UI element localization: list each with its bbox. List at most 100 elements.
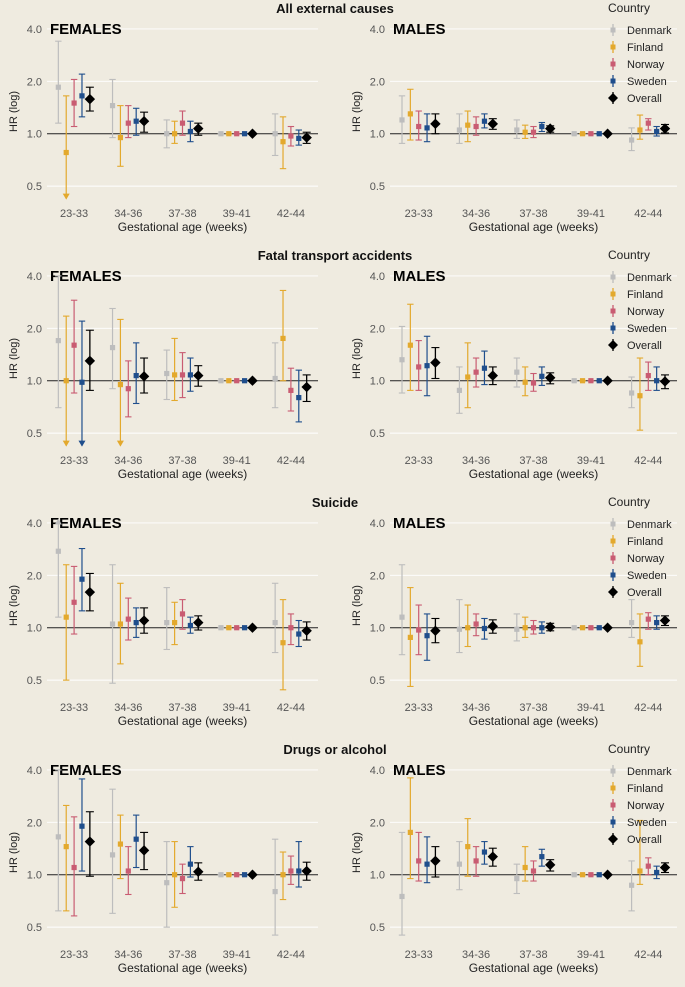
x-tick-label: 37-38 [519,455,547,467]
legend-key-diamond [608,834,618,844]
point-norway [473,123,479,130]
legend-label-overall: Overall [627,587,662,599]
point-finland [579,378,586,384]
point-overall [659,376,671,387]
x-axis-label: Gestational age (weeks) [118,220,247,234]
x-tick-label: 37-38 [168,949,196,961]
point-finland [637,868,643,874]
x-tick-label: 23-33 [60,949,88,961]
point-norway [125,616,131,622]
y-tick-label: 4.0 [27,24,42,36]
point-denmark [571,872,577,878]
point-norway [71,342,77,348]
point-overall [430,357,441,368]
point-finland [117,621,124,627]
point-norway [530,868,537,874]
point-sweden [296,631,302,637]
point-denmark [399,893,405,900]
legend-label-denmark: Denmark [627,272,672,284]
legend-label-finland: Finland [627,536,663,548]
y-tick-label: 0.5 [370,181,385,193]
point-finland [522,625,528,631]
legend-key-diamond [608,93,618,103]
y-tick-label: 0.5 [27,675,42,687]
panel-label: MALES [393,21,446,38]
point-sweden [79,379,85,385]
point-overall [544,621,556,633]
point-sweden [596,378,602,384]
panel-label: FEMALES [50,21,122,38]
point-denmark [164,880,170,886]
x-tick-label: 23-33 [60,455,88,467]
point-overall [193,123,204,134]
x-tick-label: 42-44 [277,702,305,714]
x-tick-label: 34-36 [462,208,490,220]
legend-label-overall: Overall [627,93,662,105]
point-finland [63,614,69,620]
legend-label-overall: Overall [627,340,662,352]
x-axis-label: Gestational age (weeks) [469,714,598,728]
legend-key-square [610,274,616,280]
point-norway [588,625,594,631]
point-finland [280,335,286,342]
x-tick-label: 42-44 [277,949,305,961]
point-overall [659,615,671,626]
point-sweden [296,135,302,141]
legend-key-square [610,521,616,527]
row-title: Fatal transport accidents [258,248,413,263]
row-title: Drugs or alcohol [283,742,386,757]
point-sweden [654,128,660,135]
legend-key-square [610,538,616,544]
point-sweden [539,373,545,379]
point-norway [125,120,131,126]
point-denmark [55,84,61,90]
legend-label-sweden: Sweden [627,570,667,582]
point-norway [530,380,537,386]
legend-title: Country [608,742,650,756]
y-axis-label: HR (log) [8,91,20,132]
point-finland [117,381,124,388]
point-norway [473,369,479,375]
y-tick-label: 4.0 [370,24,385,36]
y-tick-label: 1.0 [27,376,42,388]
point-norway [179,875,186,882]
legend-key-square [610,785,616,791]
point-norway [588,378,594,384]
y-tick-label: 1.0 [27,129,42,141]
point-norway [179,120,186,126]
point-overall [301,865,312,877]
point-overall [544,123,556,134]
point-overall [193,370,204,381]
point-norway [234,378,240,384]
y-axis-label: HR (log) [351,338,363,379]
y-axis-label: HR (log) [351,91,363,132]
x-tick-label: 23-33 [60,702,88,714]
point-norway [416,858,422,864]
point-finland [226,625,232,631]
point-denmark [571,378,577,384]
legend-label-norway: Norway [627,59,665,71]
legend-key-square [610,802,616,808]
point-sweden [187,622,193,629]
panel-males: 0.5 1.0 2.0 4.0 HR (log) MALES 23-33 34-36 37-38… [351,248,677,481]
point-sweden [654,620,660,626]
point-overall [430,625,441,637]
point-sweden [539,625,545,631]
point-norway [234,872,240,878]
point-overall [138,615,150,626]
point-finland [407,829,413,836]
y-tick-label: 2.0 [27,76,42,88]
point-norway [588,131,594,137]
row-title: Suicide [312,495,358,510]
point-norway [288,133,294,139]
point-norway [234,625,240,631]
point-sweden [424,861,430,867]
point-denmark [456,626,463,632]
point-norway [234,131,240,137]
point-sweden [596,131,602,137]
point-sweden [596,625,602,631]
ci-arrow-finland [62,440,70,447]
point-finland [465,374,471,380]
y-tick-label: 4.0 [370,765,385,777]
